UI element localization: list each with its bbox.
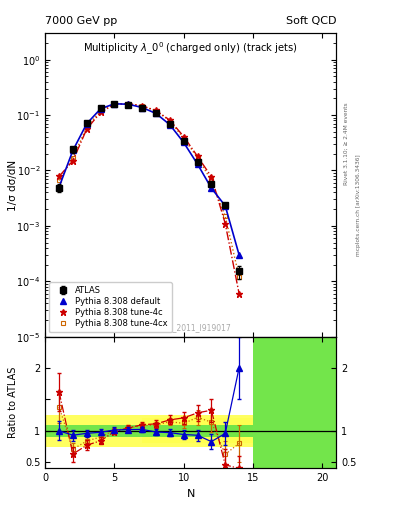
Pythia 8.308 tune-4cx bbox=[70, 155, 75, 161]
Pythia 8.308 default bbox=[154, 111, 158, 117]
Pythia 8.308 default bbox=[195, 161, 200, 167]
Pythia 8.308 default bbox=[140, 104, 145, 111]
Pythia 8.308 default bbox=[98, 105, 103, 112]
Pythia 8.308 tune-4c bbox=[154, 108, 158, 114]
Pythia 8.308 tune-4c bbox=[98, 109, 103, 115]
Pythia 8.308 tune-4c bbox=[84, 126, 89, 132]
Pythia 8.308 tune-4c bbox=[223, 221, 228, 227]
Pythia 8.308 tune-4c bbox=[167, 117, 172, 123]
Text: Rivet 3.1.10; ≥ 2.4M events: Rivet 3.1.10; ≥ 2.4M events bbox=[344, 102, 349, 185]
Pythia 8.308 tune-4cx bbox=[167, 118, 172, 124]
Legend: ATLAS, Pythia 8.308 default, Pythia 8.308 tune-4c, Pythia 8.308 tune-4cx: ATLAS, Pythia 8.308 default, Pythia 8.30… bbox=[50, 282, 172, 332]
Pythia 8.308 tune-4cx bbox=[112, 101, 117, 107]
Pythia 8.308 tune-4c bbox=[140, 103, 145, 109]
Pythia 8.308 tune-4c bbox=[181, 134, 186, 140]
Pythia 8.308 default bbox=[223, 203, 228, 209]
Pythia 8.308 default bbox=[237, 252, 241, 258]
Text: Soft QCD: Soft QCD bbox=[286, 15, 336, 26]
Pythia 8.308 tune-4cx bbox=[237, 274, 241, 280]
Pythia 8.308 tune-4cx bbox=[84, 124, 89, 130]
Pythia 8.308 tune-4cx bbox=[140, 103, 145, 109]
Pythia 8.308 tune-4cx bbox=[57, 177, 61, 183]
Line: Pythia 8.308 tune-4cx: Pythia 8.308 tune-4cx bbox=[57, 101, 242, 279]
X-axis label: N: N bbox=[186, 489, 195, 499]
Text: ATLAS_2011_I919017: ATLAS_2011_I919017 bbox=[150, 323, 231, 332]
Y-axis label: 1/σ dσ/dN: 1/σ dσ/dN bbox=[7, 159, 18, 210]
Pythia 8.308 default bbox=[181, 139, 186, 145]
Pythia 8.308 tune-4cx bbox=[209, 177, 214, 183]
Pythia 8.308 default bbox=[70, 147, 75, 154]
Pythia 8.308 tune-4cx bbox=[181, 135, 186, 141]
Pythia 8.308 default bbox=[112, 101, 117, 107]
Pythia 8.308 tune-4c bbox=[112, 101, 117, 108]
Pythia 8.308 tune-4cx bbox=[154, 108, 158, 114]
Pythia 8.308 tune-4c bbox=[195, 153, 200, 159]
Text: mcplots.cern.ch [arXiv:1306.3436]: mcplots.cern.ch [arXiv:1306.3436] bbox=[356, 154, 361, 255]
Pythia 8.308 tune-4cx bbox=[223, 213, 228, 219]
Y-axis label: Ratio to ATLAS: Ratio to ATLAS bbox=[7, 367, 18, 438]
Pythia 8.308 tune-4c bbox=[237, 290, 241, 296]
Pythia 8.308 tune-4c bbox=[70, 158, 75, 164]
Pythia 8.308 tune-4cx bbox=[98, 108, 103, 114]
Pythia 8.308 default bbox=[84, 121, 89, 127]
Pythia 8.308 tune-4cx bbox=[126, 100, 130, 106]
Text: 7000 GeV pp: 7000 GeV pp bbox=[45, 15, 118, 26]
Pythia 8.308 default bbox=[126, 101, 130, 108]
Line: Pythia 8.308 tune-4c: Pythia 8.308 tune-4c bbox=[55, 100, 242, 297]
Pythia 8.308 default bbox=[209, 185, 214, 191]
Pythia 8.308 tune-4c bbox=[57, 174, 61, 180]
Pythia 8.308 default bbox=[167, 122, 172, 128]
Pythia 8.308 tune-4c bbox=[126, 100, 130, 106]
Text: Multiplicity $\lambda\_0^0$ (charged only) (track jets): Multiplicity $\lambda\_0^0$ (charged onl… bbox=[83, 41, 298, 57]
Pythia 8.308 tune-4cx bbox=[195, 155, 200, 161]
Pythia 8.308 default bbox=[57, 184, 61, 190]
Pythia 8.308 tune-4c bbox=[209, 174, 214, 180]
Line: Pythia 8.308 default: Pythia 8.308 default bbox=[56, 101, 242, 258]
